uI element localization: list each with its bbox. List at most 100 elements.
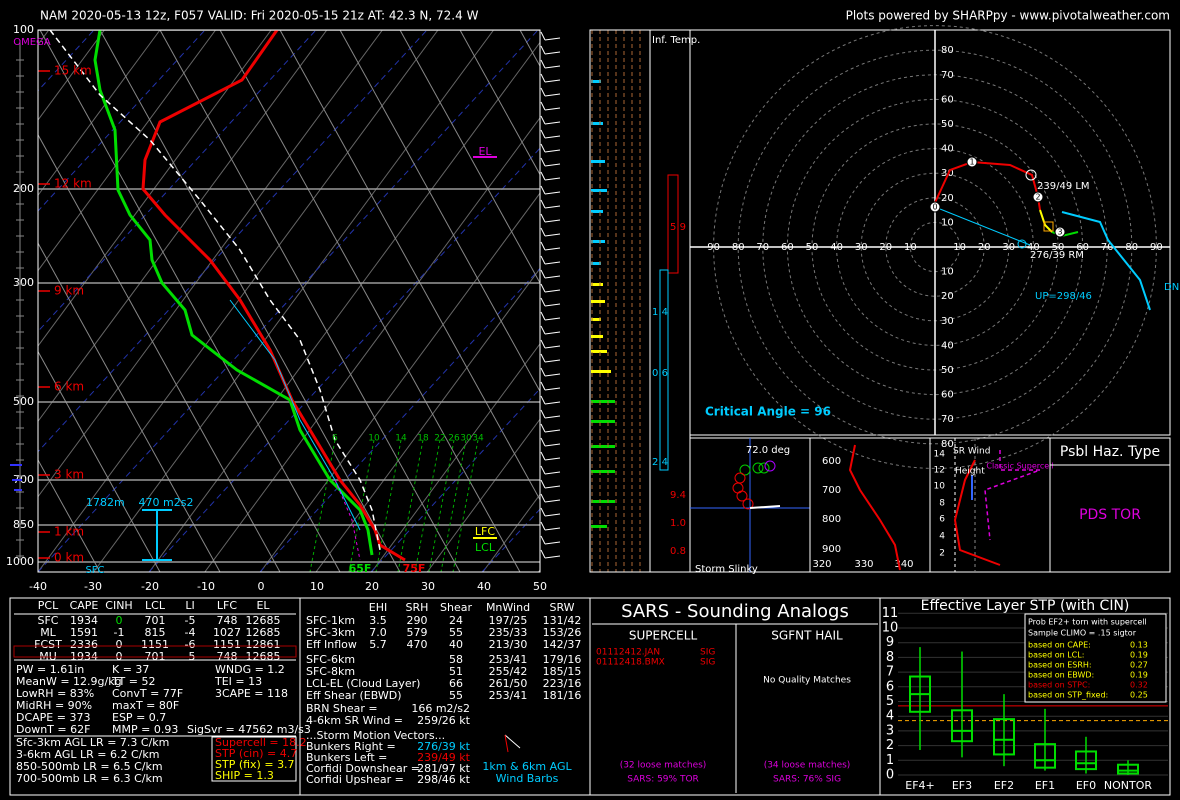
line	[544, 303, 561, 307]
parcel-cell: SFC	[38, 614, 59, 627]
parcel-cell: 2336	[70, 638, 98, 651]
inflow-bar	[591, 470, 615, 473]
line	[540, 157, 546, 167]
line	[315, 267, 540, 572]
stp-legend	[1024, 613, 1167, 703]
hodo-trace	[1039, 209, 1053, 233]
stp-legend-value: 0.13	[1130, 641, 1148, 650]
slinky-angle: 72.0 deg	[746, 445, 790, 456]
line	[544, 415, 561, 419]
sars-match: 01112418.BMX	[596, 658, 665, 668]
hodo-ring-label: 50	[941, 119, 954, 130]
line	[544, 359, 561, 363]
hodo-ring-label: 70	[1101, 242, 1114, 253]
inflow-bar	[591, 283, 603, 286]
stp-legend-label: based on ESRH:	[1028, 661, 1092, 670]
kin-cell: 223/16	[543, 677, 582, 690]
line	[544, 79, 561, 83]
line	[544, 485, 561, 489]
stp-box	[993, 718, 1015, 756]
parcel-cell: 12861	[246, 638, 281, 651]
stp-legend-label: based on LCL:	[1028, 651, 1084, 660]
mixing-label: 26	[448, 434, 460, 444]
mixing-label: 14	[395, 434, 407, 444]
kin-cell: 298/46 kt	[417, 773, 471, 786]
line	[540, 283, 546, 293]
line	[544, 177, 561, 181]
kin-cell: 166 m2/s2	[411, 702, 470, 715]
barb-note: 1km & 6km AGL	[482, 760, 572, 773]
hodo-point-label: 3	[1057, 228, 1062, 237]
index-value: MidRH = 90%	[16, 699, 92, 712]
kin-cell: 213/30	[489, 638, 528, 651]
lcl-label: LCL	[475, 541, 496, 554]
inflow-value: 9.4	[670, 490, 686, 501]
parcel-header: EL	[256, 599, 270, 612]
line	[540, 115, 546, 125]
stp-x-label: EF1	[1035, 779, 1055, 792]
line	[397, 439, 424, 572]
kin-header: SRH	[406, 601, 429, 614]
kin-header: EHI	[369, 601, 387, 614]
inflow-bar	[591, 420, 615, 423]
kin-cell: 470	[407, 638, 428, 651]
line	[540, 409, 546, 419]
inflow-bar	[591, 189, 607, 192]
kin-cell: 142/37	[543, 638, 582, 651]
pressure-label: 100	[13, 23, 34, 36]
null	[984, 450, 1041, 541]
line	[544, 205, 561, 209]
line	[540, 311, 546, 321]
line	[504, 734, 509, 753]
esrh-value: 470 m2s2	[139, 496, 194, 509]
profile	[93, 30, 374, 556]
sars-hail: SGFNT HAIL	[771, 629, 843, 643]
hodo-ring-label: 40	[941, 340, 954, 351]
sars-match: SIG	[700, 658, 715, 668]
line	[38, 30, 272, 347]
theta-y-label: 600	[822, 456, 841, 467]
line	[544, 233, 561, 237]
hodo-point-label: 2	[1035, 193, 1040, 202]
line	[426, 418, 540, 572]
line	[544, 37, 561, 41]
line	[148, 147, 540, 572]
parcel-cell: ML	[40, 626, 56, 639]
hodo-ring-label: 20	[879, 242, 892, 253]
line	[375, 439, 402, 572]
line	[38, 242, 221, 572]
stp-box	[1075, 750, 1097, 771]
barb-note: Wind Barbs	[496, 772, 559, 785]
stp-legend-value: 0.32	[1130, 681, 1148, 690]
line	[540, 31, 546, 41]
panel-border	[689, 29, 1171, 436]
line	[540, 451, 546, 461]
theta-x-label: 320	[812, 559, 831, 570]
stp-legend-value: 0.25	[1130, 691, 1148, 700]
stp-y-label: 6	[886, 679, 894, 694]
kin-header: SRW	[549, 601, 574, 614]
line	[540, 227, 546, 237]
kin-label: SFC-3km	[306, 626, 355, 639]
line	[544, 51, 561, 55]
lfc-label: LFC	[475, 525, 495, 538]
sars-result: SARS: 59% TOR	[627, 775, 699, 785]
line	[544, 471, 561, 475]
line	[544, 555, 561, 559]
line	[38, 30, 50, 46]
stp-y-label: 11	[882, 606, 899, 621]
stp-y-label: 5	[886, 694, 894, 709]
hodo-ring-label: 10	[953, 242, 966, 253]
parcel-cell: 1591	[70, 626, 98, 639]
kin-label: SFC-6km	[306, 653, 355, 666]
line	[414, 439, 441, 572]
sars-supercell: SUPERCELL	[629, 629, 698, 643]
line	[279, 30, 540, 501]
stp-y-label: 4	[886, 709, 894, 724]
stp-x-label: EF0	[1076, 779, 1096, 792]
index-value: PW = 1.61in	[16, 663, 84, 676]
line	[540, 199, 546, 209]
sigsvr: SigSvr = 47562 m3/s3	[187, 723, 311, 736]
srwind-classic: Classic Supercell	[986, 462, 1053, 471]
index-value: ConvT = 77F	[112, 687, 183, 700]
